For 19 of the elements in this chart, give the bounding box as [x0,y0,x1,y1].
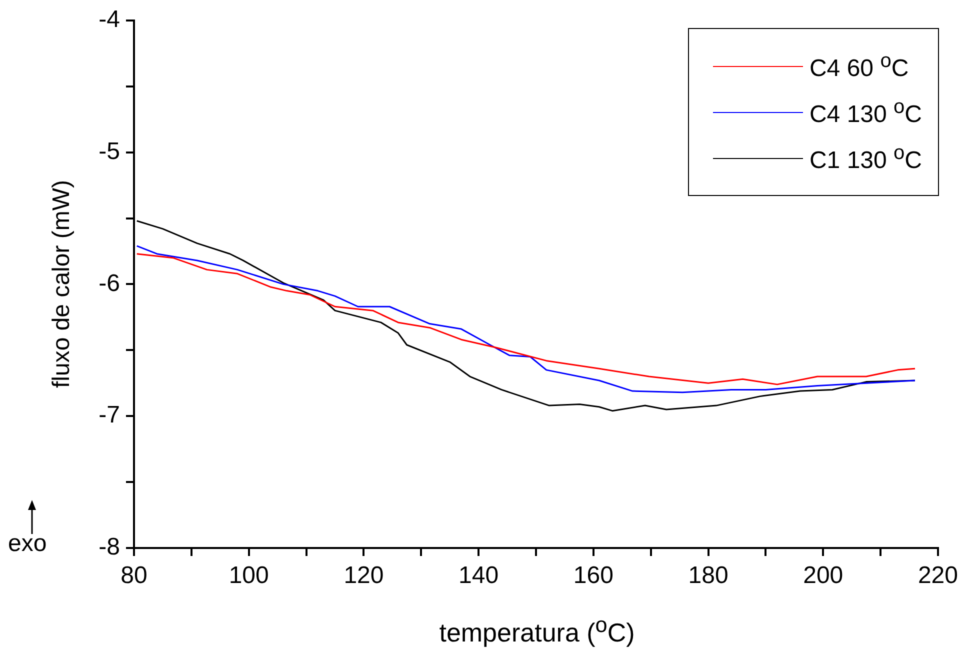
x-axis-title: temperatura ($^{o}$C) [439,612,635,649]
text: exo [8,530,47,558]
legend-label: C4 130 $^{o}$C [809,96,922,128]
x-tick-label: 200 [803,562,844,590]
y-axis-title: fluxo de calor (mW) [48,180,76,388]
x-tick-label: 80 [120,562,148,590]
y-tick-label: -8 [98,534,120,561]
y-tick-label: -5 [98,138,120,165]
x-tick-label: 160 [573,562,614,590]
y-tick-label: -4 [98,6,120,34]
x-tick-label: 100 [228,562,269,590]
x-tick-label: 120 [344,562,384,590]
x-tick-label: 180 [688,562,728,590]
y-tick-label: -7 [98,402,120,429]
legend-label: C1 130 $^{o}$C [809,142,922,174]
y-tick-label: -6 [98,270,120,297]
x-tick-label: 140 [458,562,499,590]
legend-label: C4 60 $^{o}$C [809,50,909,82]
x-tick-label: 220 [918,562,958,590]
